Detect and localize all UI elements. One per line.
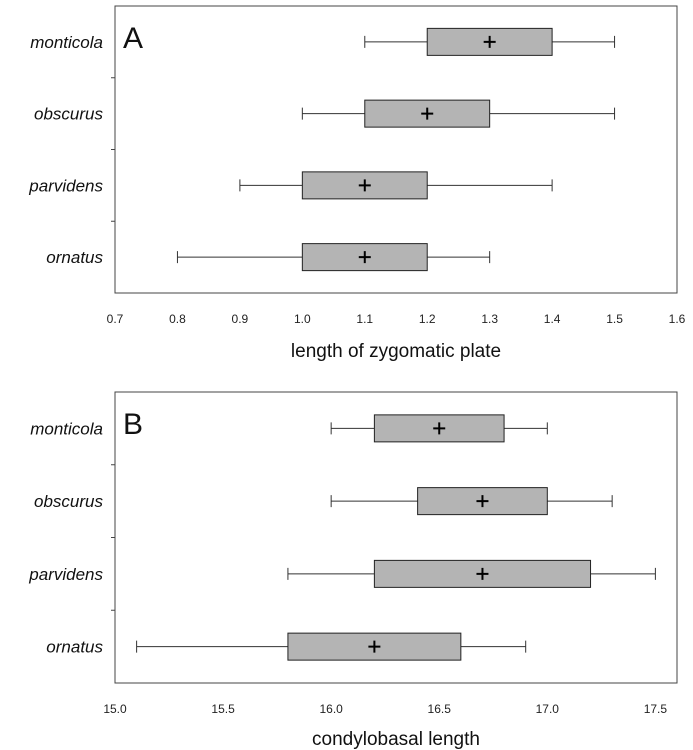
panel-a-category-label-monticola: monticola: [30, 33, 103, 52]
panel-a-category-label-parvidens: parvidens: [28, 176, 103, 195]
panel-a-x-tick-label: 1.3: [481, 312, 498, 326]
panel-a-x-tick-label: 1.5: [606, 312, 623, 326]
panel-a-x-tick-label: 0.7: [107, 312, 124, 326]
panel-b-category-label-monticola: monticola: [30, 419, 103, 438]
panel-b-category-label-obscurus: obscurus: [34, 492, 103, 511]
panel-a-category-label-ornatus: ornatus: [46, 248, 103, 267]
panel-a-x-tick-label: 1.2: [419, 312, 436, 326]
panel-b-x-tick-label: 15.5: [211, 702, 235, 716]
panel-a-x-tick-label: 1.1: [356, 312, 373, 326]
panel-b-x-tick-label: 15.0: [103, 702, 127, 716]
panel-b-category-label-parvidens: parvidens: [28, 565, 103, 584]
panel-b-letter: B: [123, 408, 143, 441]
panel-a-x-tick-label: 0.9: [232, 312, 249, 326]
panel-b-x-tick-label: 16.5: [428, 702, 452, 716]
panel-a-x-tick-label: 0.8: [169, 312, 186, 326]
panel-a-x-tick-label: 1.6: [669, 312, 686, 326]
panel-a-letter: A: [123, 22, 143, 55]
panel-b-x-tick-label: 17.0: [536, 702, 560, 716]
panel-a-x-tick-label: 1.4: [544, 312, 561, 326]
panel-a-category-label-obscurus: obscurus: [34, 105, 103, 124]
panel-b-x-tick-label: 16.0: [319, 702, 343, 716]
panel-b-category-label-ornatus: ornatus: [46, 638, 103, 657]
panel-b-x-axis-title: condylobasal length: [312, 729, 480, 750]
panel-b-x-tick-label: 17.5: [644, 702, 668, 716]
panel-a-x-tick-label: 1.0: [294, 312, 311, 326]
panel-a-x-axis-title: length of zygomatic plate: [291, 341, 501, 362]
